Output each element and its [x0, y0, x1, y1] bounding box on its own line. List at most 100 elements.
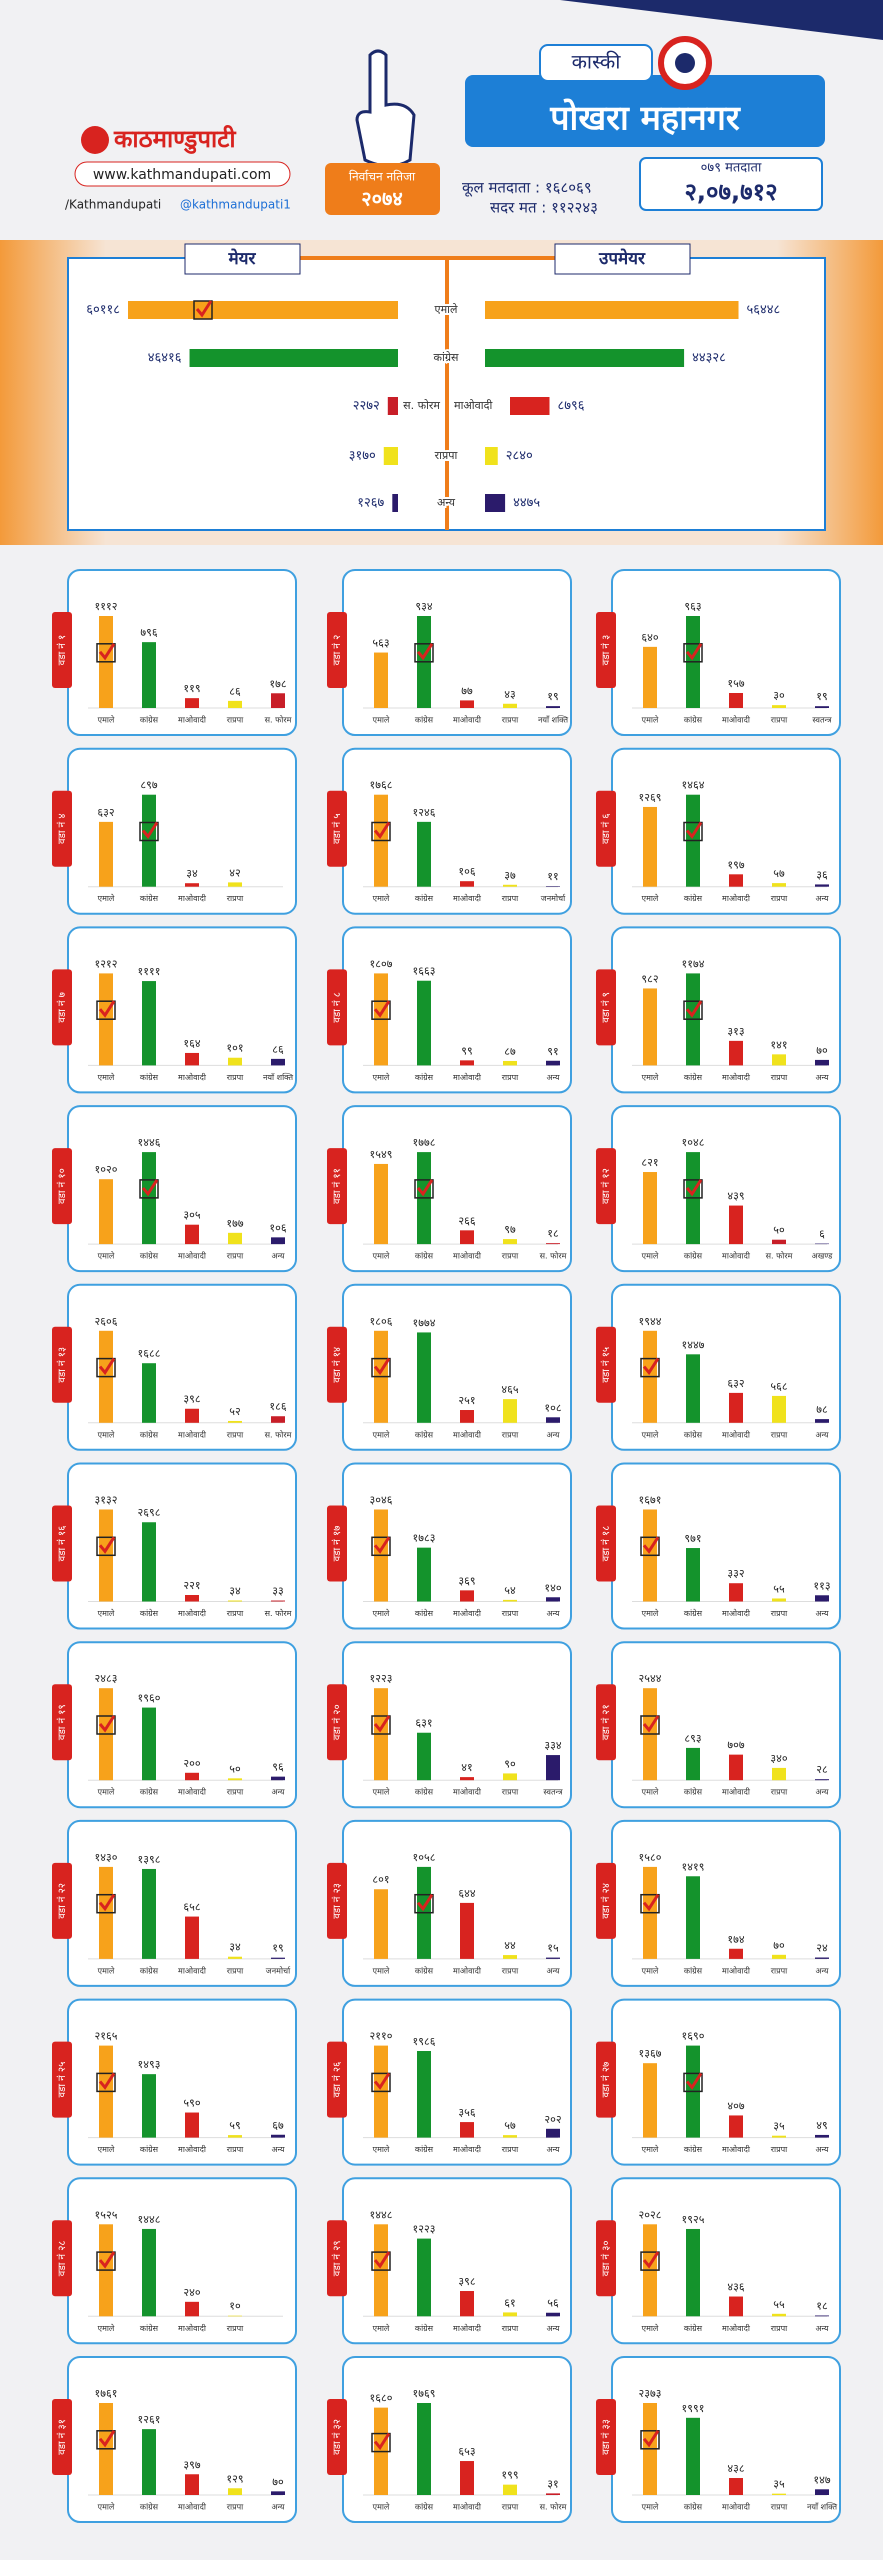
deputy-bar [510, 397, 550, 415]
bar [546, 2493, 560, 2495]
value-label: ७० [272, 2475, 284, 2488]
bar [374, 1163, 388, 1245]
bar [185, 698, 199, 708]
value-label: १७८ [269, 677, 286, 690]
value-label: ५६८ [770, 1380, 787, 1393]
value-label: २४८३ [95, 1672, 118, 1685]
winner-check [642, 1536, 660, 1554]
category-label: एमाले [435, 303, 459, 316]
category-label: कांग्रेस [684, 1787, 703, 1797]
twitter: @kathmandupati1 [180, 198, 291, 212]
ward-title: वडा नं १५ [600, 1347, 612, 1383]
value-label: ४४ [504, 1939, 516, 1952]
category-label: कांग्रेस [140, 1251, 159, 1261]
category-label: एमाले [373, 2502, 390, 2512]
category-label: एमाले [373, 715, 390, 725]
value-label: ४३९ [727, 1190, 744, 1203]
category-label: कांग्रेस [415, 1072, 434, 1082]
bar [460, 1060, 474, 1066]
deputy-title: उपमेयर [598, 248, 646, 269]
bar [417, 2238, 431, 2317]
value-label: ७९६ [140, 626, 157, 639]
winner-check [371, 1536, 391, 1557]
value-label: १४४८ [138, 2213, 161, 2226]
value-label: १२६१ [138, 2413, 161, 2426]
value-label: २०० [183, 1757, 200, 1770]
ward-title: वडा नं २७ [600, 2062, 612, 2098]
category-label: एमाले [373, 1072, 390, 1082]
category-label: कांग्रेस [140, 1072, 159, 1082]
voters-079-label: ०७९ मतदाता [701, 161, 762, 176]
bar [271, 1058, 285, 1066]
category-label: माओवादी [722, 893, 751, 903]
category-label: कांग्रेस [415, 893, 434, 903]
category-label: माओवादी [722, 2502, 751, 2512]
value-label: ६५८ [183, 1901, 200, 1914]
bar [546, 1597, 560, 1602]
value-label: १२९ [226, 2472, 243, 2485]
value-label: ६४४ [458, 1887, 475, 1900]
ward-tab [596, 2399, 616, 2475]
ward-title: वडा नं २६ [331, 2062, 343, 2098]
ward-title: वडा नं ३३ [600, 2419, 612, 2455]
category-label: राप्रपा [502, 894, 519, 903]
category-label: एमाले [98, 1429, 115, 1439]
ward-tab [327, 2220, 347, 2297]
category-label: राप्रपा [227, 1788, 244, 1797]
value-label: १९२५ [682, 2213, 705, 2226]
deputy-tab [554, 243, 691, 275]
winner-check [642, 1893, 660, 1912]
category-label: राप्रपा [227, 1966, 244, 1975]
bar [503, 2484, 517, 2495]
bar [503, 1060, 517, 1066]
ward-title: वडा नं १७ [331, 1526, 343, 1562]
bar [815, 2489, 829, 2495]
value-label: ३७ [504, 869, 516, 882]
category-label: राप्रपा [502, 1252, 519, 1261]
bar [185, 1052, 199, 1066]
ward-tab [52, 2220, 72, 2297]
bar [546, 706, 560, 708]
category-label: अन्य [546, 1966, 559, 1975]
mayor-tab [184, 243, 301, 275]
bar [772, 705, 786, 708]
deputy-value-label: ४४३२८ [692, 351, 726, 366]
ward-tab [327, 969, 347, 1046]
value-label: ३५ [773, 2120, 785, 2133]
category-label: एमाले [98, 2323, 115, 2333]
category-label: माओवादी [178, 1787, 207, 1797]
bar [228, 2315, 242, 2317]
category-label: राप्रपा [502, 1073, 519, 1082]
ward-title: वडा नं १६ [56, 1526, 68, 1562]
ward-tab [596, 790, 616, 867]
category-label: माओवादी [178, 1965, 207, 1975]
bar [503, 1239, 517, 1245]
bar [815, 884, 829, 887]
bar [460, 881, 474, 887]
bar [729, 1205, 743, 1245]
valid-votes: सदर मत : ११२२४३ [490, 199, 598, 217]
ward-tab [52, 2041, 72, 2118]
bar [228, 1956, 242, 1959]
bar [815, 1059, 829, 1066]
ward-tab [596, 1862, 616, 1939]
value-label: ३५ [773, 2478, 785, 2491]
category-label: स्वतन्त्र [812, 716, 832, 725]
category-label: माओवादी [178, 1251, 207, 1261]
mayor-value-label: १२६७ [357, 496, 384, 511]
category-label: कांग्रेस [415, 2323, 434, 2333]
category-label: अन्य [546, 1073, 559, 1082]
winner-check [98, 1357, 116, 1376]
value-label: १३६७ [639, 2047, 662, 2060]
value-label: ३१३२ [95, 1494, 118, 1507]
winner-check [96, 1357, 116, 1378]
value-label: १९८६ [413, 2035, 436, 2048]
value-label: १६८८ [138, 1347, 161, 1360]
ward-title: वडा नं २५ [56, 2062, 68, 2098]
bar [142, 1363, 156, 1423]
value-label: २८ [816, 1763, 828, 1776]
category-label: राप्रपा [771, 2324, 788, 2333]
bar [643, 988, 657, 1066]
category-label: राप्रपा [771, 1430, 788, 1439]
category-label: कांग्रेस [684, 1072, 703, 1082]
